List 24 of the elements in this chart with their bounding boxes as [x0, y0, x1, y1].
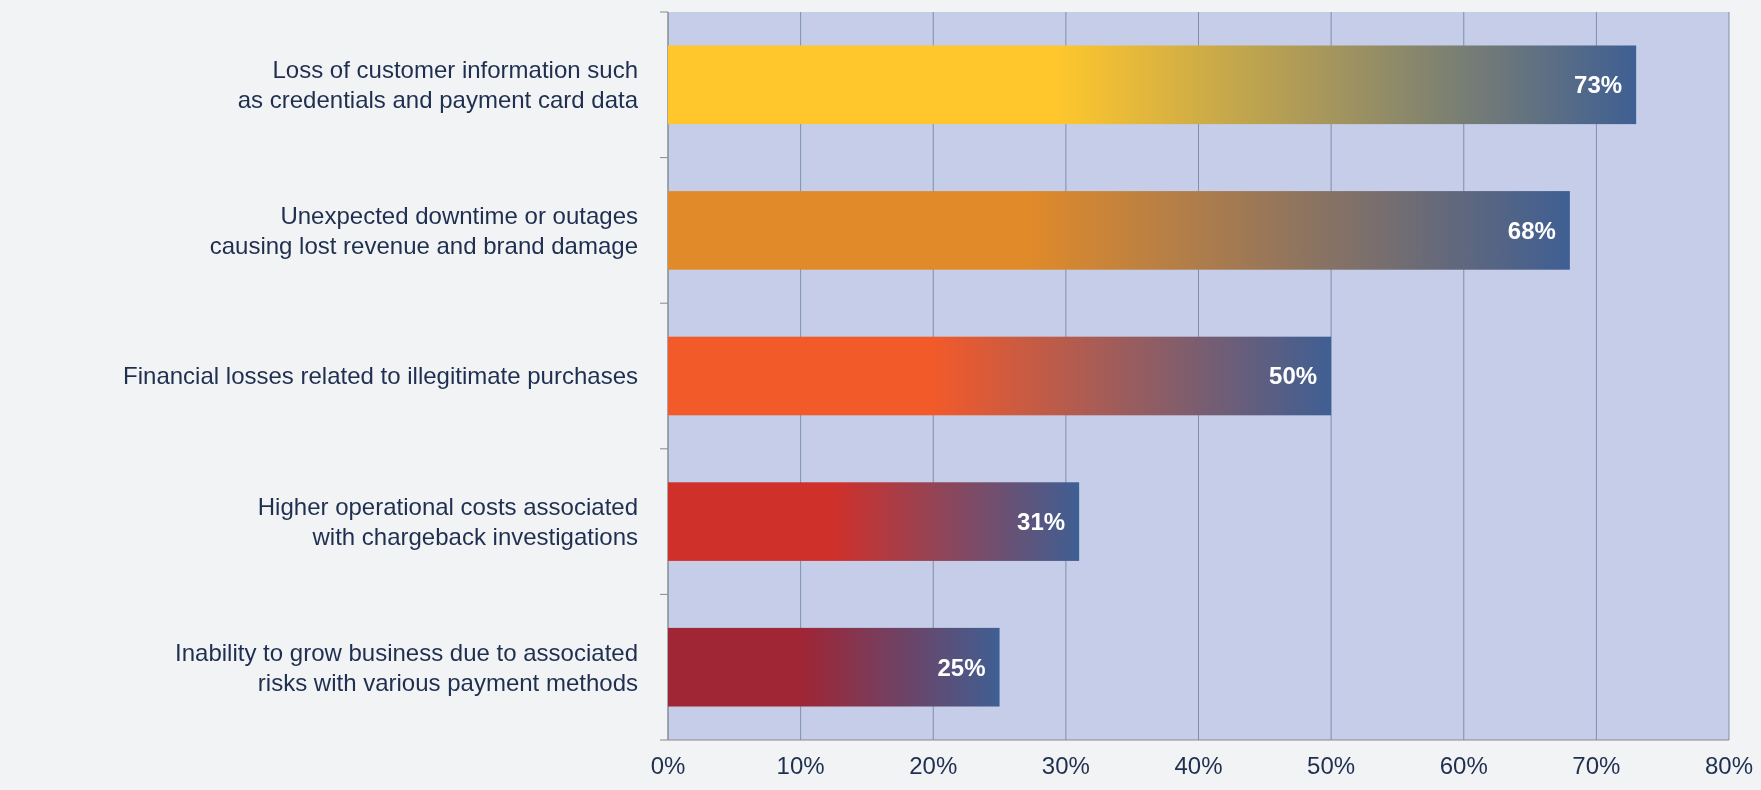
x-tick-label: 80%: [1704, 752, 1754, 779]
y-tick-label: Inability to grow business due to associated risks with various payment methods: [175, 638, 638, 696]
x-tick-label: 30%: [1041, 752, 1090, 779]
x-tick-label: 50%: [1307, 752, 1356, 779]
bar: [668, 191, 1570, 270]
y-tick-label: Financial losses related to illegitimate purchases: [123, 362, 638, 390]
x-tick-label: 20%: [909, 752, 958, 779]
x-tick-label: 40%: [1174, 752, 1223, 779]
data-label: 50%: [1269, 362, 1318, 390]
data-label: 31%: [1017, 508, 1066, 535]
y-tick-label: Higher operational costs associated with chargeback investigations: [257, 493, 638, 550]
data-label: 25%: [937, 653, 986, 681]
x-tick-label: 10%: [776, 752, 825, 779]
x-tick-label: 70%: [1572, 752, 1621, 779]
bar: [668, 336, 1332, 416]
y-tick-label: Unexpected downtime or outages causing lost revenue and brand damage: [209, 201, 638, 259]
bar: [668, 482, 1080, 561]
bar: [668, 45, 1637, 125]
x-tick-label: 60%: [1439, 752, 1488, 779]
bar: [668, 627, 1000, 707]
data-label: 68%: [1507, 216, 1556, 244]
data-label: 73%: [1574, 71, 1623, 99]
y-tick-label: Loss of customer information such as credentials and payment card data: [237, 56, 639, 114]
x-tick-label: 0%: [650, 752, 686, 779]
